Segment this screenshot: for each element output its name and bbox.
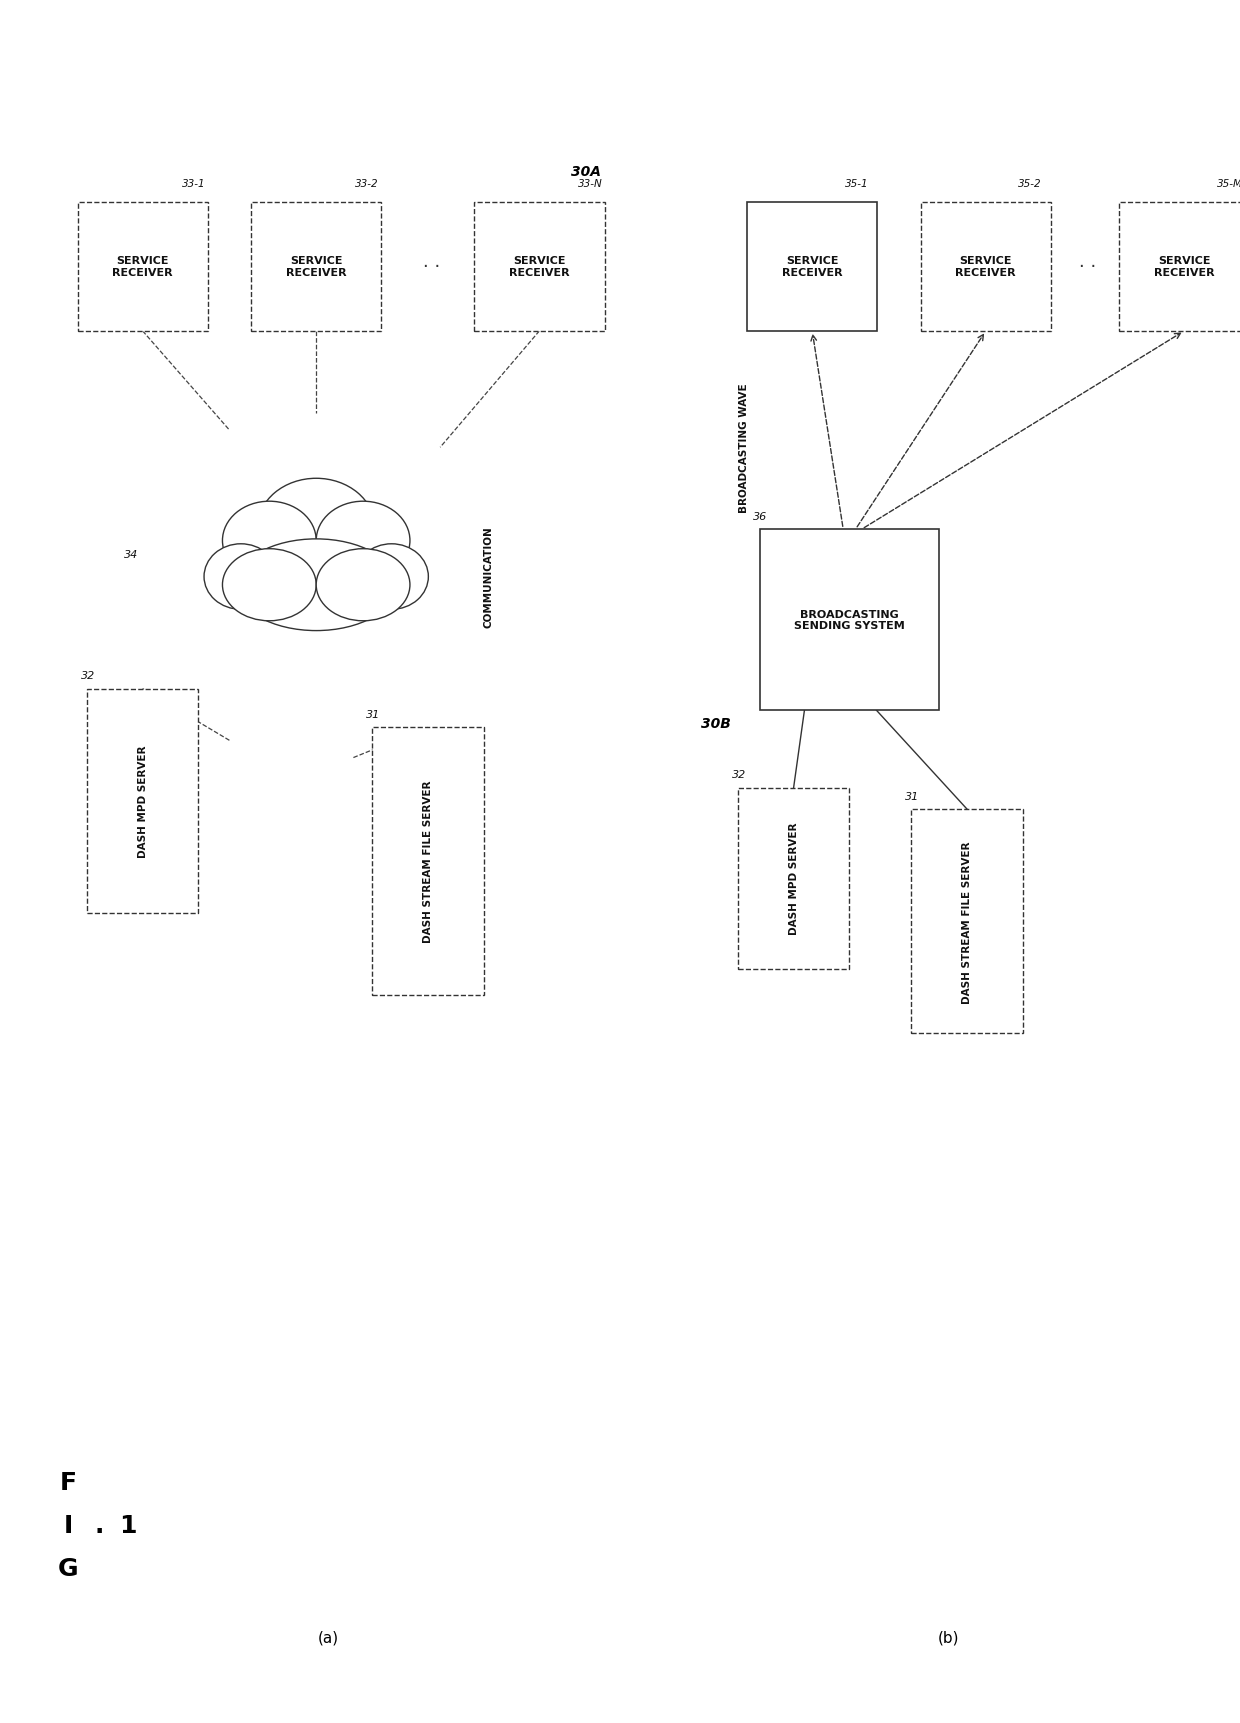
Text: I: I	[63, 1513, 73, 1537]
Text: 31: 31	[366, 710, 379, 720]
Text: SERVICE
RECEIVER: SERVICE RECEIVER	[956, 257, 1016, 277]
Text: 33-2: 33-2	[355, 179, 379, 190]
Bar	[738, 789, 849, 968]
Text: SERVICE
RECEIVER: SERVICE RECEIVER	[113, 257, 172, 277]
Text: 34: 34	[124, 550, 138, 560]
Ellipse shape	[316, 501, 410, 581]
Ellipse shape	[355, 544, 428, 610]
Bar	[77, 202, 207, 331]
Text: (a): (a)	[317, 1630, 340, 1644]
Text: BROADCASTING
SENDING SYSTEM: BROADCASTING SENDING SYSTEM	[794, 610, 905, 631]
Text: DASH STREAM FILE SERVER: DASH STREAM FILE SERVER	[962, 841, 972, 1003]
Text: SERVICE
RECEIVER: SERVICE RECEIVER	[286, 257, 346, 277]
Text: (b): (b)	[937, 1630, 960, 1644]
Text: SERVICE
RECEIVER: SERVICE RECEIVER	[1154, 257, 1214, 277]
Text: G: G	[58, 1556, 78, 1580]
Bar	[87, 689, 198, 913]
Text: DASH STREAM FILE SERVER: DASH STREAM FILE SERVER	[423, 781, 433, 942]
Text: .: .	[94, 1513, 104, 1537]
Text: 35-2: 35-2	[1018, 179, 1042, 190]
Text: . .: . .	[423, 253, 440, 271]
Text: 33-N: 33-N	[578, 179, 603, 190]
Ellipse shape	[205, 544, 278, 610]
Ellipse shape	[222, 501, 316, 581]
Text: F: F	[60, 1470, 77, 1494]
Text: 35-M: 35-M	[1216, 179, 1240, 190]
Ellipse shape	[316, 550, 410, 622]
Text: 31: 31	[905, 791, 919, 801]
Bar	[759, 531, 940, 710]
Bar	[250, 202, 382, 331]
Text: COMMUNICATION: COMMUNICATION	[484, 526, 494, 629]
Ellipse shape	[236, 539, 397, 631]
Text: DASH MPD SERVER: DASH MPD SERVER	[138, 744, 148, 858]
Bar	[1118, 202, 1240, 331]
Text: 36: 36	[754, 512, 768, 520]
Text: 35-1: 35-1	[844, 179, 868, 190]
Text: SERVICE
RECEIVER: SERVICE RECEIVER	[782, 257, 842, 277]
Bar	[920, 202, 1052, 331]
Text: . .: . .	[1079, 253, 1096, 271]
Text: 30B: 30B	[701, 717, 730, 731]
Text: 1: 1	[119, 1513, 136, 1537]
Text: 32: 32	[81, 670, 94, 681]
Ellipse shape	[222, 550, 316, 622]
Text: BROADCASTING WAVE: BROADCASTING WAVE	[739, 383, 749, 513]
Text: SERVICE
RECEIVER: SERVICE RECEIVER	[510, 257, 569, 277]
Bar	[372, 727, 484, 996]
Ellipse shape	[258, 479, 374, 577]
Bar	[911, 810, 1023, 1034]
Text: 33-1: 33-1	[182, 179, 206, 190]
Bar	[474, 202, 605, 331]
Text: DASH MPD SERVER: DASH MPD SERVER	[789, 822, 799, 936]
Bar	[746, 202, 878, 331]
Text: 32: 32	[732, 770, 745, 779]
Text: 30A: 30A	[572, 165, 601, 179]
